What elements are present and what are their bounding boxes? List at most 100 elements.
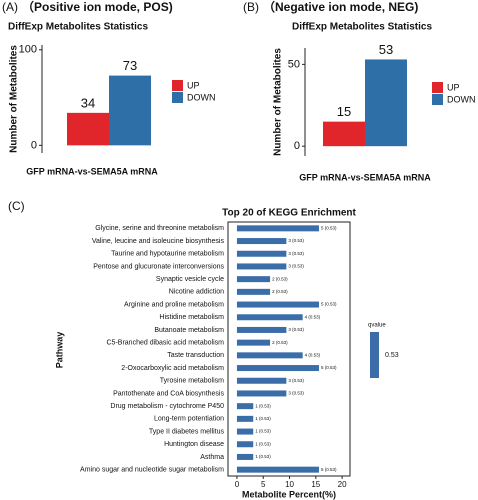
data-label: 34 — [81, 95, 95, 110]
y-tick-label: Pantothenate and CoA biosynthesis — [113, 390, 224, 397]
x-axis-label: Metabolite Percent(%) — [242, 489, 336, 499]
bar-label: 5 (0.53) — [321, 467, 337, 472]
legend-label: UP — [187, 80, 200, 90]
bar — [323, 121, 365, 147]
y-tick-label: 0 — [294, 140, 300, 152]
bar — [236, 301, 319, 308]
y-tick-label: 0 — [31, 139, 37, 151]
bar — [236, 250, 287, 257]
legend-swatch — [172, 92, 183, 103]
bar-label: 3 (0.53) — [288, 391, 304, 396]
x-axis-label: GFP mRNA-vs-SEMA5A mRNA — [26, 166, 158, 176]
bar-label: 3 (0.53) — [288, 251, 304, 256]
bar-label: 5 (0.53) — [321, 226, 337, 231]
bar — [236, 403, 254, 410]
x-axis-label: GFP mRNA-vs-SEMA5A mRNA — [299, 172, 431, 182]
legend-label: DOWN — [187, 92, 216, 102]
bar — [236, 390, 287, 397]
bar — [236, 352, 303, 359]
bar — [236, 415, 254, 422]
y-tick-label: Huntington disease — [164, 441, 224, 448]
y-tick-label: C5-Branched dibasic acid metabolism — [107, 339, 225, 346]
legend-swatch — [172, 80, 183, 91]
bar-label: 5 (0.53) — [321, 365, 337, 370]
y-tick-label: Histidine metabolism — [159, 314, 224, 321]
y-axis-label: Number of Metabolites — [273, 48, 284, 156]
bar-label: 2 (0.53) — [272, 289, 288, 294]
data-label: 73 — [123, 58, 137, 73]
bar — [236, 466, 319, 473]
bar — [236, 238, 287, 245]
bar-label: 3 (0.53) — [288, 327, 304, 332]
y-tick-label: 100 — [19, 44, 37, 56]
bar-label: 1 (0.53) — [255, 403, 271, 408]
panel-label: (B) — [243, 0, 259, 14]
bar — [236, 377, 287, 384]
colorbar-title: qvalue — [368, 323, 386, 329]
subtitle: （Positive ion mode, POS) — [22, 0, 173, 14]
y-tick-label: 2-Oxocarboxylic acid metabolism — [121, 365, 224, 372]
y-tick-label: Amino sugar and nucleotide sugar metabol… — [80, 466, 224, 473]
bar — [236, 263, 287, 270]
y-tick-label: Type II diabetes mellitus — [149, 428, 225, 435]
chart-title: Top 20 of KEGG Enrichment — [222, 208, 356, 219]
legend-swatch — [432, 82, 443, 93]
y-tick-label: Nicotine addiction — [169, 289, 224, 296]
y-tick-label: Synaptic vesicle cycle — [156, 276, 224, 283]
data-label: 53 — [379, 42, 393, 57]
chart-title: DiffExp Metabolites Statistics — [292, 22, 432, 33]
bar-label: 1 (0.53) — [255, 416, 271, 421]
y-tick-label: Long-term potentiation — [154, 416, 224, 423]
bar — [109, 75, 151, 146]
plot-frame — [227, 221, 351, 477]
bar — [236, 453, 254, 460]
bar — [236, 365, 319, 372]
y-tick-label: Arginine and proline metabolism — [124, 301, 224, 308]
bar-label: 4 (0.53) — [305, 353, 321, 358]
subtitle: （Negative ion mode, NEG) — [263, 0, 418, 14]
y-tick-label: Valine, leucine and isoleucine biosynthe… — [92, 238, 225, 245]
y-tick-label: Drug metabolism - cytochrome P450 — [110, 403, 224, 410]
bar — [365, 59, 407, 147]
x-tick-label: 20 — [338, 480, 347, 489]
x-tick-label: 0 — [235, 480, 240, 489]
bar — [236, 225, 319, 232]
colorbar-tick-label: 0.53 — [385, 352, 399, 359]
chart-title: DiffExp Metabolites Statistics — [8, 22, 148, 33]
bar-label: 1 (0.53) — [255, 454, 271, 459]
bar-label: 5 (0.53) — [321, 302, 337, 307]
y-tick-label: Glycine, serine and threonine metabolism — [95, 225, 224, 232]
bar-label: 3 (0.53) — [288, 378, 304, 383]
bar — [67, 112, 109, 146]
bar — [236, 339, 271, 346]
bar — [236, 441, 254, 448]
bar — [236, 276, 271, 283]
y-tick-label: 50 — [288, 58, 300, 70]
y-axis-label: Pathway — [54, 332, 64, 369]
legend-label: UP — [447, 82, 460, 92]
y-tick-label: Butanoate metabolism — [154, 327, 224, 334]
bar — [236, 314, 303, 321]
y-axis-label: Number of Metabolites — [9, 45, 20, 153]
data-label: 15 — [337, 104, 351, 119]
bar — [236, 288, 271, 295]
y-tick-label: Taurine and hypotaurine metabolism — [111, 251, 224, 258]
x-tick-label: 15 — [311, 480, 320, 489]
bar-label: 2 (0.53) — [272, 276, 288, 281]
bar-label: 4 (0.53) — [305, 314, 321, 319]
bar-label: 1 (0.53) — [255, 441, 271, 446]
bar — [236, 326, 287, 333]
y-tick-label: Tyrosine metabolism — [160, 378, 224, 385]
x-tick-label: 10 — [285, 480, 294, 489]
x-tick-label: 5 — [261, 480, 266, 489]
bar-label: 3 (0.53) — [288, 238, 304, 243]
legend-swatch — [432, 94, 443, 105]
panel-label: (A) — [2, 0, 18, 14]
bar-label: 2 (0.53) — [272, 340, 288, 345]
bar-label: 3 (0.53) — [288, 264, 304, 269]
y-tick-label: Taste transduction — [167, 352, 224, 359]
bar-label: 1 (0.53) — [255, 429, 271, 434]
y-tick-label: Asthma — [200, 454, 224, 461]
panel-label: (C) — [8, 199, 25, 213]
legend-label: DOWN — [447, 94, 476, 104]
